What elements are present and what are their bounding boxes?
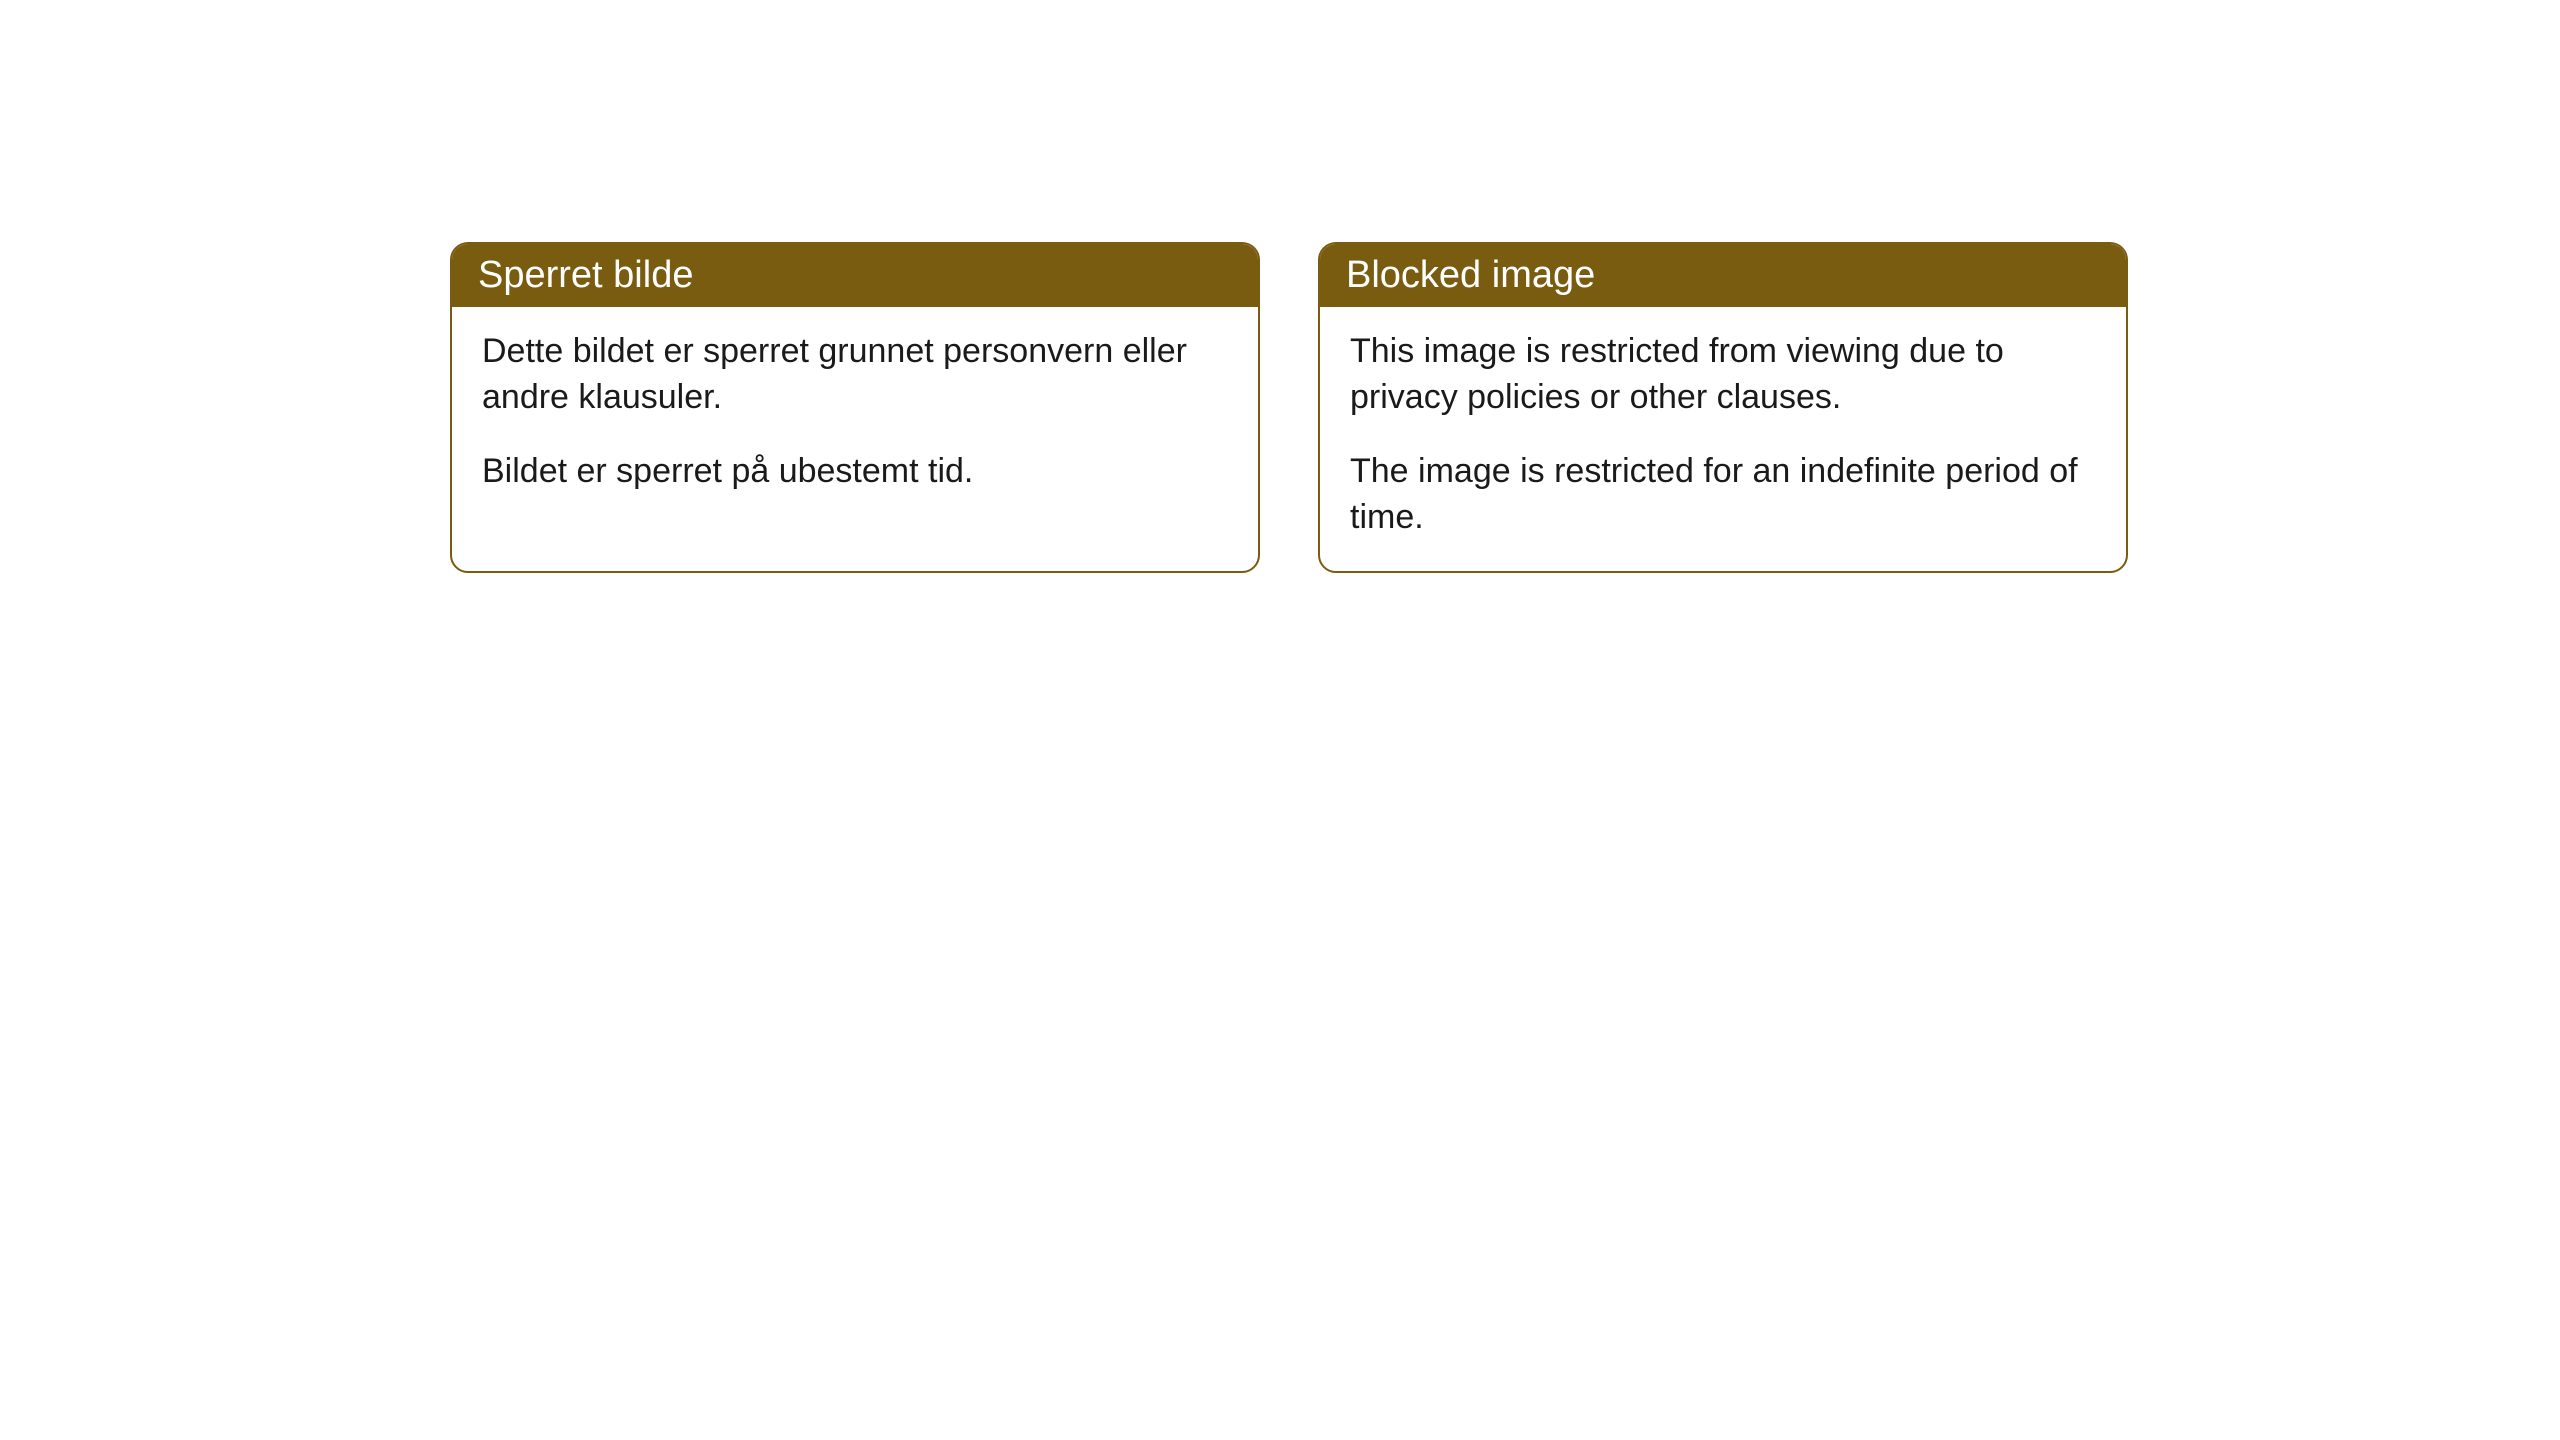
- card-paragraph: The image is restricted for an indefinit…: [1350, 449, 2096, 541]
- card-body: Dette bildet er sperret grunnet personve…: [452, 307, 1258, 525]
- card-paragraph: This image is restricted from viewing du…: [1350, 329, 2096, 421]
- notice-cards-container: Sperret bilde Dette bildet er sperret gr…: [450, 242, 2128, 573]
- card-header: Sperret bilde: [452, 244, 1258, 307]
- card-title: Sperret bilde: [478, 254, 693, 296]
- card-title: Blocked image: [1346, 254, 1595, 296]
- notice-card-english: Blocked image This image is restricted f…: [1318, 242, 2128, 573]
- card-paragraph: Bildet er sperret på ubestemt tid.: [482, 449, 1228, 495]
- card-body: This image is restricted from viewing du…: [1320, 307, 2126, 571]
- card-paragraph: Dette bildet er sperret grunnet personve…: [482, 329, 1228, 421]
- notice-card-norwegian: Sperret bilde Dette bildet er sperret gr…: [450, 242, 1260, 573]
- card-header: Blocked image: [1320, 244, 2126, 307]
